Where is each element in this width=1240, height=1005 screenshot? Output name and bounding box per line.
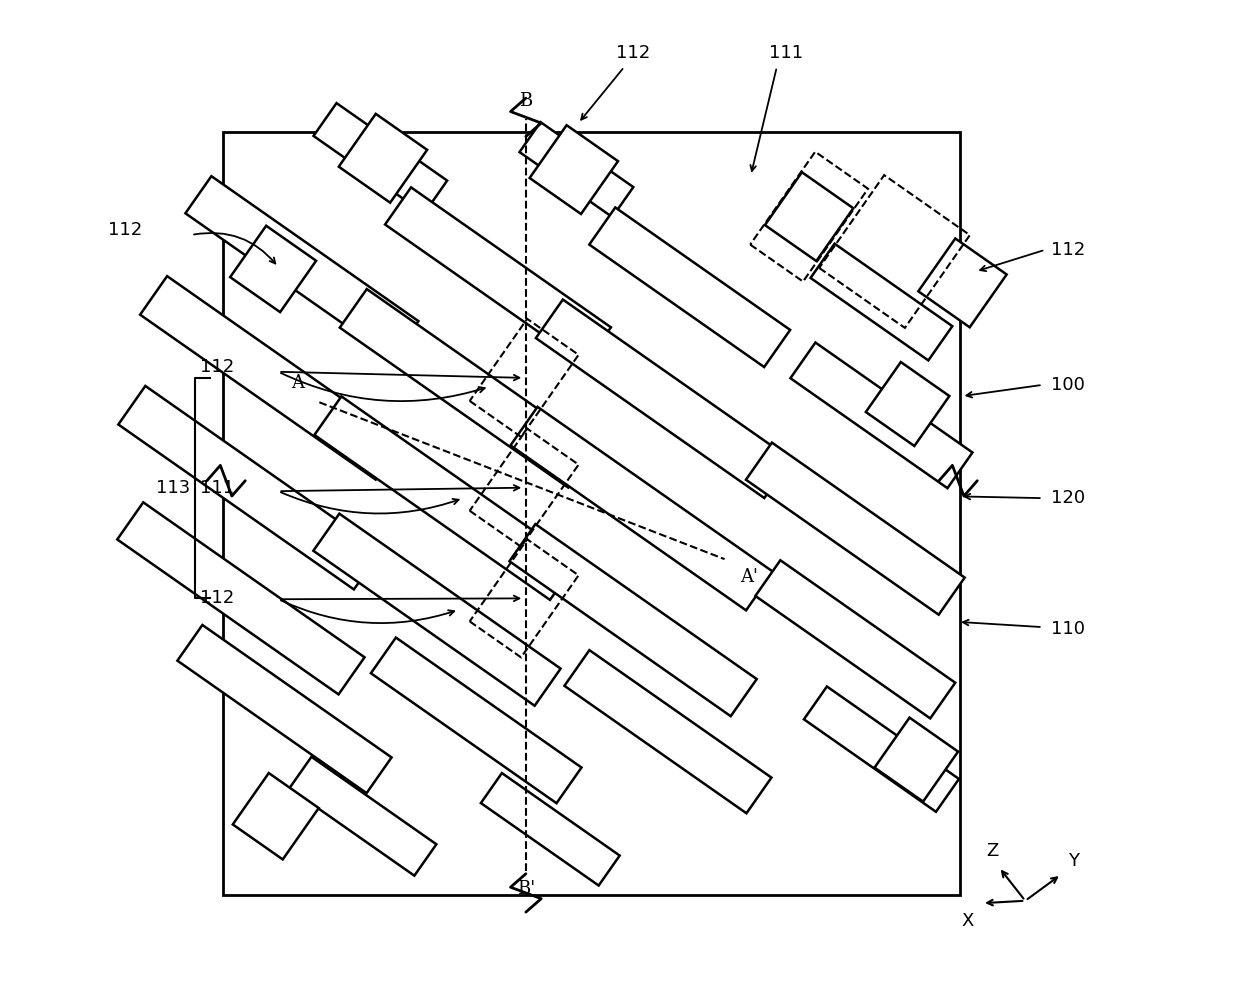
Polygon shape bbox=[746, 442, 965, 615]
Text: 113: 113 bbox=[156, 479, 191, 497]
Polygon shape bbox=[765, 172, 853, 261]
Text: A': A' bbox=[740, 568, 758, 586]
Polygon shape bbox=[529, 126, 618, 214]
Bar bbox=[223, 132, 960, 894]
Polygon shape bbox=[371, 637, 582, 803]
Text: 112: 112 bbox=[616, 44, 650, 62]
Polygon shape bbox=[511, 407, 773, 610]
Polygon shape bbox=[564, 650, 771, 813]
Text: 100: 100 bbox=[1052, 376, 1085, 394]
Text: A: A bbox=[290, 374, 304, 392]
Polygon shape bbox=[289, 757, 436, 875]
Polygon shape bbox=[919, 238, 1007, 328]
Text: 111: 111 bbox=[200, 478, 234, 496]
Polygon shape bbox=[790, 343, 972, 488]
Text: 111: 111 bbox=[769, 44, 802, 62]
Polygon shape bbox=[315, 396, 577, 600]
Text: Z: Z bbox=[986, 842, 998, 860]
Text: 112: 112 bbox=[1052, 241, 1086, 258]
Polygon shape bbox=[118, 386, 381, 590]
Polygon shape bbox=[866, 362, 950, 446]
Polygon shape bbox=[804, 686, 959, 812]
Polygon shape bbox=[314, 104, 448, 213]
Polygon shape bbox=[811, 243, 952, 361]
Polygon shape bbox=[520, 122, 634, 217]
Polygon shape bbox=[481, 773, 620, 885]
Text: 110: 110 bbox=[1052, 620, 1085, 638]
Text: 112: 112 bbox=[200, 359, 234, 377]
Polygon shape bbox=[589, 207, 790, 367]
Polygon shape bbox=[536, 299, 791, 498]
Text: X: X bbox=[961, 912, 973, 930]
Text: 112: 112 bbox=[200, 589, 234, 607]
Polygon shape bbox=[231, 226, 316, 313]
Polygon shape bbox=[233, 773, 319, 859]
Text: Y: Y bbox=[1068, 852, 1079, 870]
Polygon shape bbox=[510, 525, 756, 717]
Text: B': B' bbox=[517, 879, 534, 897]
Polygon shape bbox=[140, 276, 403, 479]
Polygon shape bbox=[755, 560, 955, 719]
Polygon shape bbox=[386, 187, 611, 365]
Text: 112: 112 bbox=[108, 221, 143, 239]
Polygon shape bbox=[339, 114, 427, 203]
Text: B: B bbox=[520, 92, 532, 111]
Polygon shape bbox=[186, 176, 418, 358]
Text: 120: 120 bbox=[1052, 489, 1085, 508]
Polygon shape bbox=[874, 718, 959, 802]
Polygon shape bbox=[314, 514, 560, 706]
Polygon shape bbox=[118, 502, 365, 694]
Polygon shape bbox=[340, 289, 595, 487]
Polygon shape bbox=[177, 625, 392, 793]
